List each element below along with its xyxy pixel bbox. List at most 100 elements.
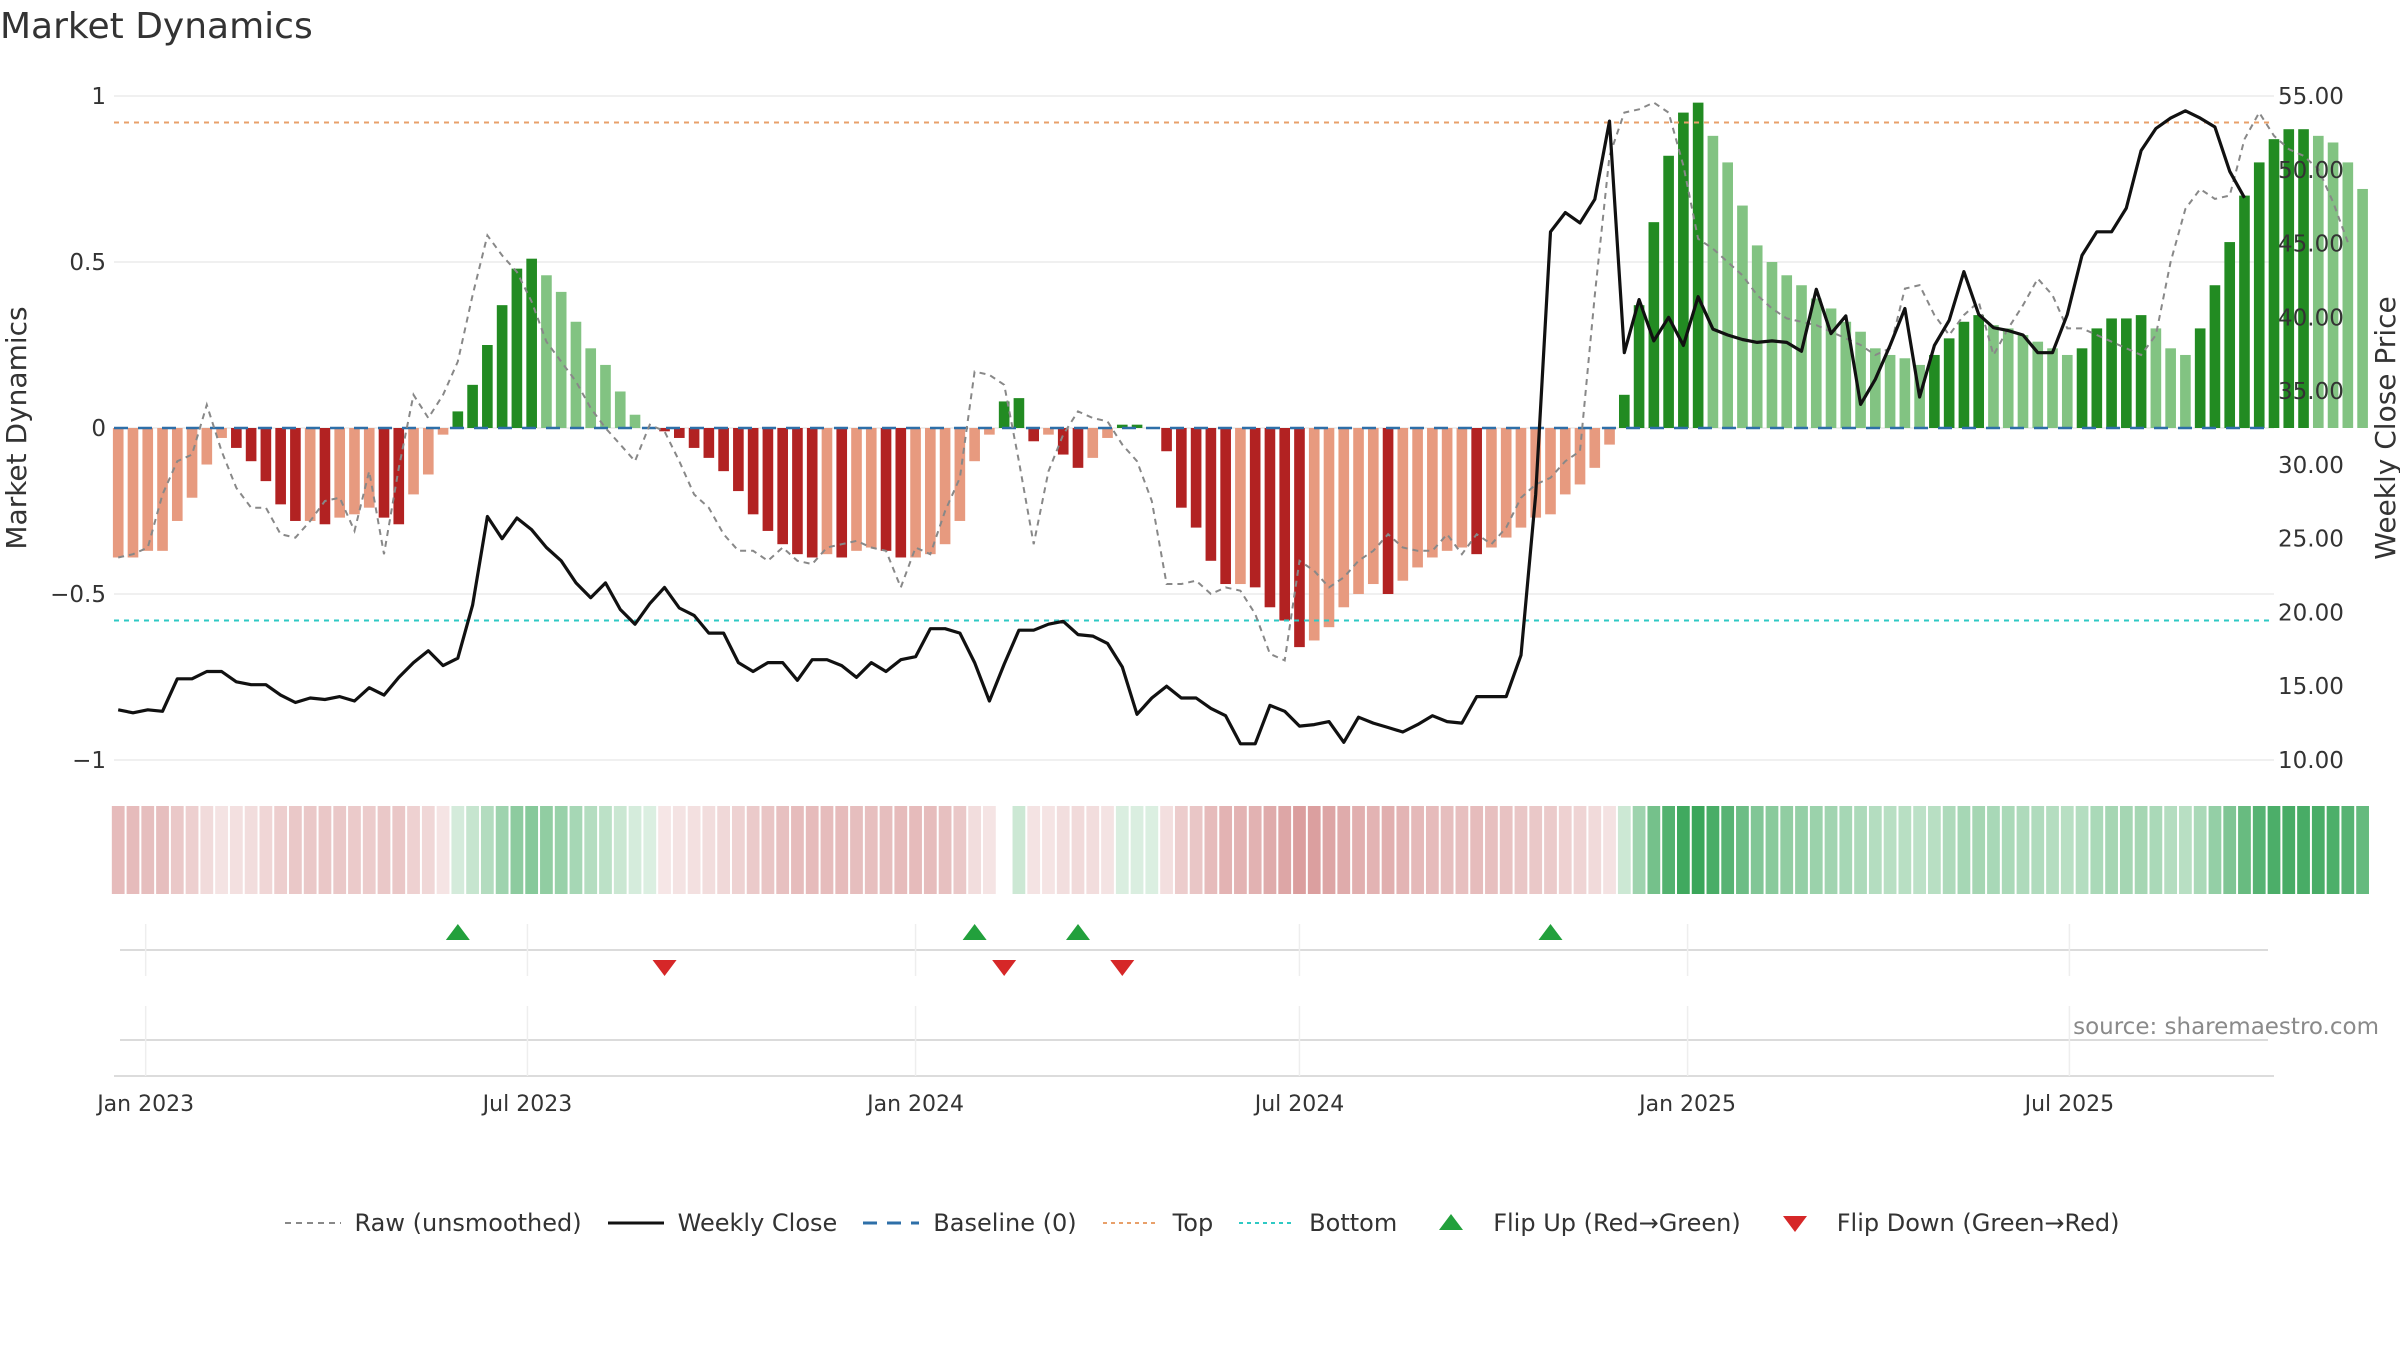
market-dynamics-bar: [2224, 242, 2236, 428]
x-tick-label: Jan 2025: [1637, 1092, 1736, 1117]
heatmap-cell: [1883, 806, 1897, 894]
x-tick-label: Jan 2023: [95, 1092, 194, 1117]
heatmap-cell: [746, 806, 760, 894]
y-axis-label-right: Weekly Close Price: [2369, 296, 2400, 559]
heatmap-cell: [584, 806, 598, 894]
market-dynamics-bar: [614, 391, 626, 428]
market-dynamics-bar: [1796, 285, 1807, 428]
market-dynamics-bar: [1131, 424, 1143, 428]
heatmap-cell: [2252, 806, 2266, 894]
right-y-tick-label: 40.00: [2278, 305, 2344, 331]
heatmap-cell: [1234, 806, 1247, 894]
heatmap-cell: [1780, 806, 1794, 894]
x-tick-label: Jan 2024: [865, 1092, 964, 1117]
heatmap-cell: [1322, 806, 1336, 894]
market-dynamics-bar: [1781, 275, 1793, 428]
heatmap-cell: [1440, 806, 1454, 894]
market-dynamics-bar: [2268, 139, 2280, 428]
market-dynamics-bar: [629, 414, 641, 428]
heatmap-cell: [643, 806, 657, 894]
heatmap-cell: [2075, 806, 2089, 894]
market-dynamics-bar: [1471, 428, 1482, 555]
market-dynamics-bar: [1604, 428, 1615, 445]
heatmap-cell: [1411, 806, 1424, 894]
heatmap-cell: [2119, 806, 2133, 894]
market-dynamics-bar: [777, 428, 788, 545]
market-dynamics-bar: [1456, 428, 1468, 548]
heatmap-cell: [554, 806, 568, 894]
heatmap-cell: [1573, 806, 1587, 894]
heatmap-cell: [1352, 806, 1365, 894]
market-dynamics-bar: [1884, 354, 1896, 428]
market-dynamics-bar: [1589, 428, 1601, 468]
heatmap-cell: [702, 806, 716, 894]
market-dynamics-bar: [186, 428, 198, 498]
market-dynamics-bar: [1043, 428, 1054, 435]
market-dynamics-bar: [1899, 358, 1911, 428]
market-dynamics-bar: [1545, 428, 1556, 515]
heatmap-cell: [1293, 806, 1306, 894]
left-y-tick-label: −0.5: [50, 582, 106, 608]
market-dynamics-bar: [1825, 308, 1837, 428]
market-dynamics-bar: [408, 428, 419, 495]
market-dynamics-bar: [1943, 338, 1955, 428]
heatmap-cell: [1647, 806, 1661, 894]
market-dynamics-bar: [1486, 428, 1497, 548]
market-dynamics-bar: [1412, 428, 1423, 568]
heatmap-cell: [731, 806, 745, 894]
heatmap-cell: [2031, 806, 2045, 894]
heatmap-cell: [1204, 806, 1218, 894]
heatmap-cell: [1086, 806, 1100, 894]
market-dynamics-bar: [1766, 262, 1778, 428]
heatmap-cell: [466, 806, 479, 894]
heatmap-cell: [480, 806, 494, 894]
market-dynamics-bar: [747, 428, 759, 515]
right-y-tick-label: 20.00: [2278, 600, 2344, 626]
heatmap-cell: [2208, 806, 2222, 894]
heatmap-cell: [776, 806, 790, 894]
regime-heatmap-strip: [111, 806, 2369, 894]
heatmap-cell: [1042, 806, 1055, 894]
legend-item-flip-up: Flip Up (Red→Green): [1419, 1208, 1741, 1238]
heatmap-cell: [1174, 806, 1188, 894]
market-dynamics-bar: [2194, 328, 2206, 428]
market-dynamics-bar: [2312, 135, 2324, 428]
flip-up-triangle-icon: [1439, 1214, 1464, 1230]
market-dynamics-bar: [806, 428, 818, 558]
market-dynamics-bar: [260, 428, 272, 482]
y-axis-label-left: Market Dynamics: [0, 306, 33, 549]
heatmap-cell: [407, 806, 420, 894]
legend-label-top: Top: [1172, 1209, 1214, 1237]
market-dynamics-bar: [1161, 428, 1172, 452]
market-dynamics-bar: [171, 428, 183, 521]
heatmap-cell: [1588, 806, 1602, 894]
heatmap-cell: [2356, 806, 2369, 894]
heatmap-cell: [983, 806, 996, 894]
heatmap-cell: [1485, 806, 1498, 894]
x-tick-label: Jul 2024: [1253, 1092, 1345, 1117]
heatmap-cell: [1470, 806, 1484, 894]
market-dynamics-bar: [925, 428, 936, 555]
heatmap-cell: [1425, 806, 1439, 894]
heatmap-cell: [2238, 806, 2251, 894]
heatmap-cell: [761, 806, 775, 894]
heatmap-cell: [362, 806, 376, 894]
heatmap-cell: [717, 806, 730, 894]
market-dynamics-bar: [1692, 102, 1704, 428]
heatmap-cell: [628, 806, 642, 894]
bottom-empty-panel: [114, 1039, 2274, 1077]
right-y-tick-label: 30.00: [2278, 453, 2344, 479]
legend-item-close: Weekly Close: [604, 1208, 837, 1238]
heatmap-cell: [850, 806, 863, 894]
heatmap-cell: [1189, 806, 1203, 894]
heatmap-cell: [1839, 806, 1853, 894]
market-dynamics-bar: [865, 428, 877, 548]
left-y-tick-label: 1: [91, 84, 106, 110]
heatmap-cell: [1130, 806, 1144, 894]
heatmap-cell: [1809, 806, 1823, 894]
legend-item-raw: Raw (unsmoothed): [281, 1208, 582, 1238]
market-dynamics-bar: [1294, 428, 1305, 648]
heatmap-cell: [200, 806, 214, 894]
market-dynamics-bar: [2150, 328, 2162, 428]
bottom-line-swatch: [1239, 1222, 1296, 1224]
